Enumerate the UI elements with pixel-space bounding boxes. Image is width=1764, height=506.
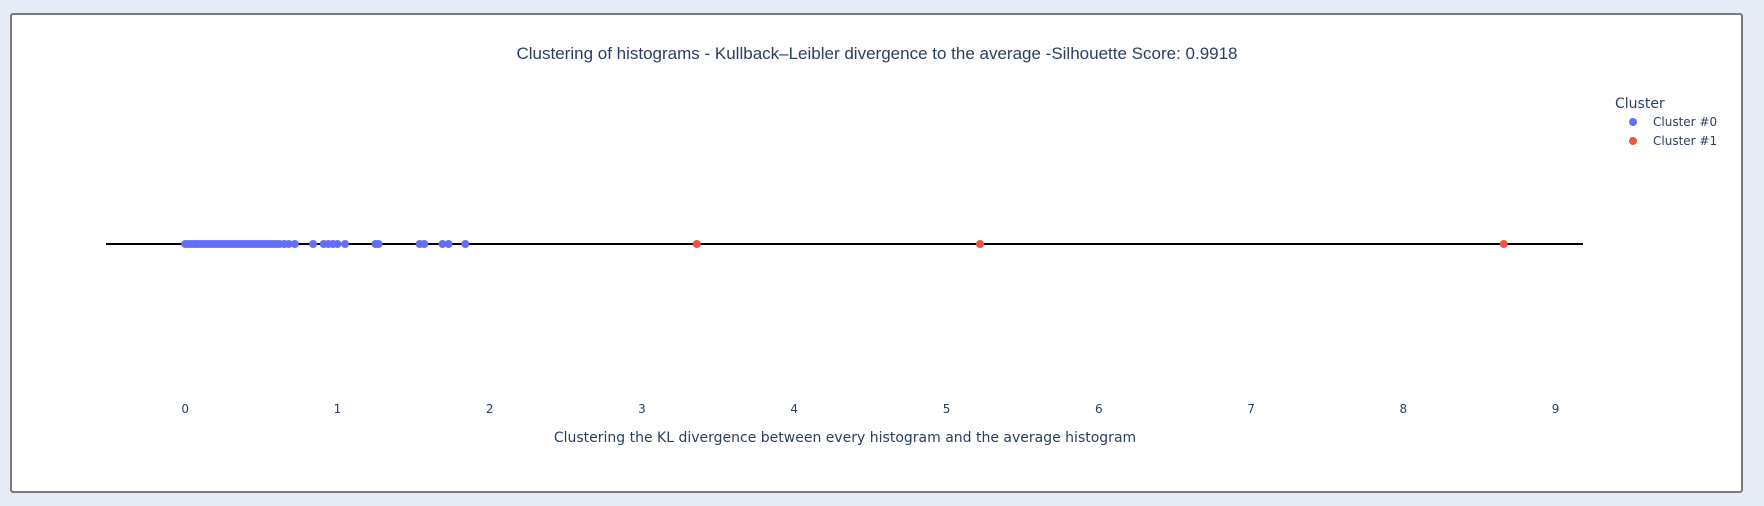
data-point-cluster-0: [444, 240, 453, 248]
data-point-cluster-0: [309, 240, 318, 248]
data-point-cluster-0: [290, 240, 299, 248]
legend-marker: [1629, 118, 1637, 126]
x-tick-label: 6: [1095, 402, 1103, 416]
legend-title: Cluster: [1615, 96, 1665, 112]
data-point-cluster-0: [284, 240, 293, 248]
legend-item-label[interactable]: Cluster #0: [1653, 115, 1717, 129]
data-point-cluster-0: [461, 240, 470, 248]
x-tick-label: 3: [638, 402, 646, 416]
data-point-cluster-1: [692, 240, 701, 248]
x-tick-label: 1: [334, 402, 342, 416]
data-point-cluster-0: [341, 240, 350, 248]
data-point-cluster-1: [1499, 240, 1508, 248]
data-point-cluster-0: [438, 240, 447, 248]
x-tick-label: 5: [943, 402, 951, 416]
data-point-cluster-0: [420, 240, 429, 248]
legend-item-label[interactable]: Cluster #1: [1653, 134, 1717, 148]
data-point-cluster-1: [976, 240, 985, 248]
legend-marker: [1629, 137, 1637, 145]
chart-card: [10, 13, 1743, 493]
legend: Cluster Cluster #0 Cluster #1: [1615, 96, 1717, 148]
data-point-cluster-0: [374, 240, 383, 248]
x-axis-label: Clustering the KL divergence between eve…: [554, 430, 1136, 446]
x-tick-label: 4: [790, 402, 798, 416]
data-points: [181, 240, 1508, 248]
x-tick-label: 0: [181, 402, 189, 416]
x-tick-label: 7: [1247, 402, 1255, 416]
data-point-cluster-0: [333, 240, 342, 248]
x-tick-label: 2: [486, 402, 494, 416]
x-tick-label: 8: [1400, 402, 1408, 416]
chart-title: Clustering of histograms - Kullback–Leib…: [516, 44, 1237, 63]
x-tick-label: 9: [1552, 402, 1560, 416]
x-axis-ticks: 0 1 2 3 4 5 6 7 8 9: [181, 402, 1559, 416]
